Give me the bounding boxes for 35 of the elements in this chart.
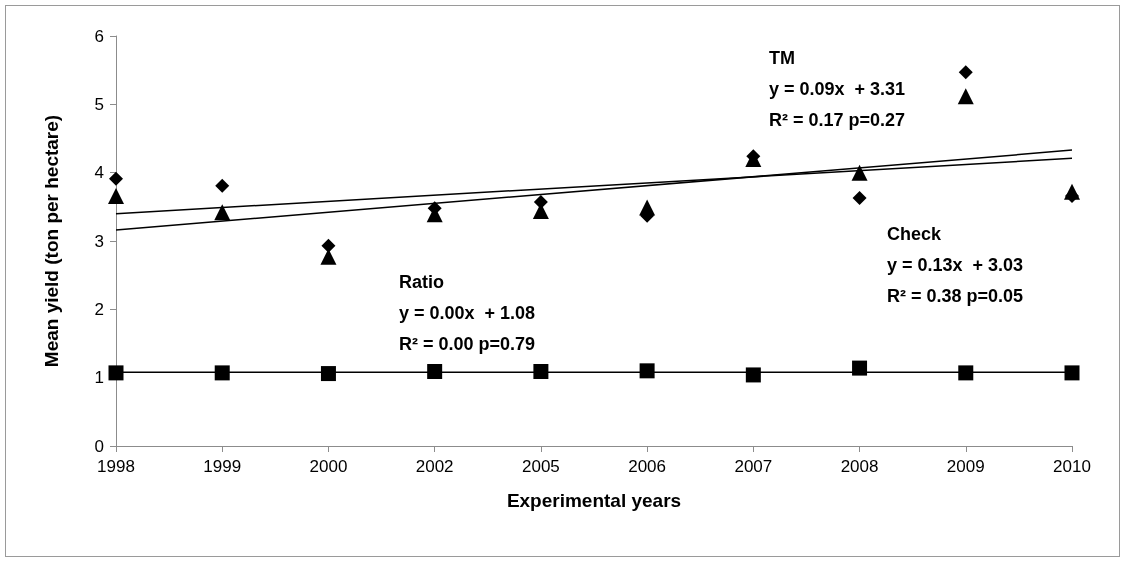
point bbox=[1064, 183, 1080, 200]
y-tick-label: 2 bbox=[94, 299, 104, 319]
y-tick-label: 6 bbox=[94, 26, 104, 46]
y-tick-label: 0 bbox=[94, 436, 104, 456]
annotation: TM y = 0.09x + 3.31 R² = 0.17 p=0.27 bbox=[769, 47, 906, 130]
x-tick-label: 2000 bbox=[309, 457, 348, 476]
x-tick-label: 2006 bbox=[628, 457, 667, 476]
x-tick-label: 2008 bbox=[840, 457, 879, 476]
point bbox=[1064, 365, 1080, 381]
annotation: Check y = 0.13x + 3.03 R² = 0.38 p=0.05 bbox=[887, 223, 1024, 306]
y-tick-label: 3 bbox=[94, 231, 104, 251]
point bbox=[957, 88, 974, 105]
x-tick-label: 1998 bbox=[97, 457, 135, 476]
x-tick-label: 1999 bbox=[203, 457, 242, 476]
y-tick-label: 4 bbox=[94, 163, 104, 183]
point bbox=[108, 365, 124, 381]
point bbox=[109, 171, 123, 186]
point bbox=[851, 164, 868, 181]
annotation: Ratio y = 0.00x + 1.08 R² = 0.00 p=0.79 bbox=[399, 271, 536, 354]
point bbox=[852, 190, 867, 205]
x-tick-label: 2009 bbox=[946, 457, 985, 476]
point bbox=[108, 187, 124, 204]
x-axis-title: Experimental years bbox=[506, 490, 682, 511]
y-tick-label: 5 bbox=[94, 94, 104, 114]
y-tick-label: 1 bbox=[94, 368, 104, 388]
point bbox=[215, 178, 230, 193]
x-tick-label: 2002 bbox=[415, 457, 454, 476]
x-tick-label: 2005 bbox=[521, 457, 560, 476]
point bbox=[214, 204, 231, 221]
point bbox=[639, 199, 656, 216]
point bbox=[321, 238, 336, 253]
point bbox=[958, 65, 973, 80]
x-tick-label: 2007 bbox=[734, 457, 773, 476]
y-axis-title: Mean yield (ton per hectare) bbox=[41, 114, 62, 368]
x-tick-label: 2010 bbox=[1053, 457, 1091, 476]
